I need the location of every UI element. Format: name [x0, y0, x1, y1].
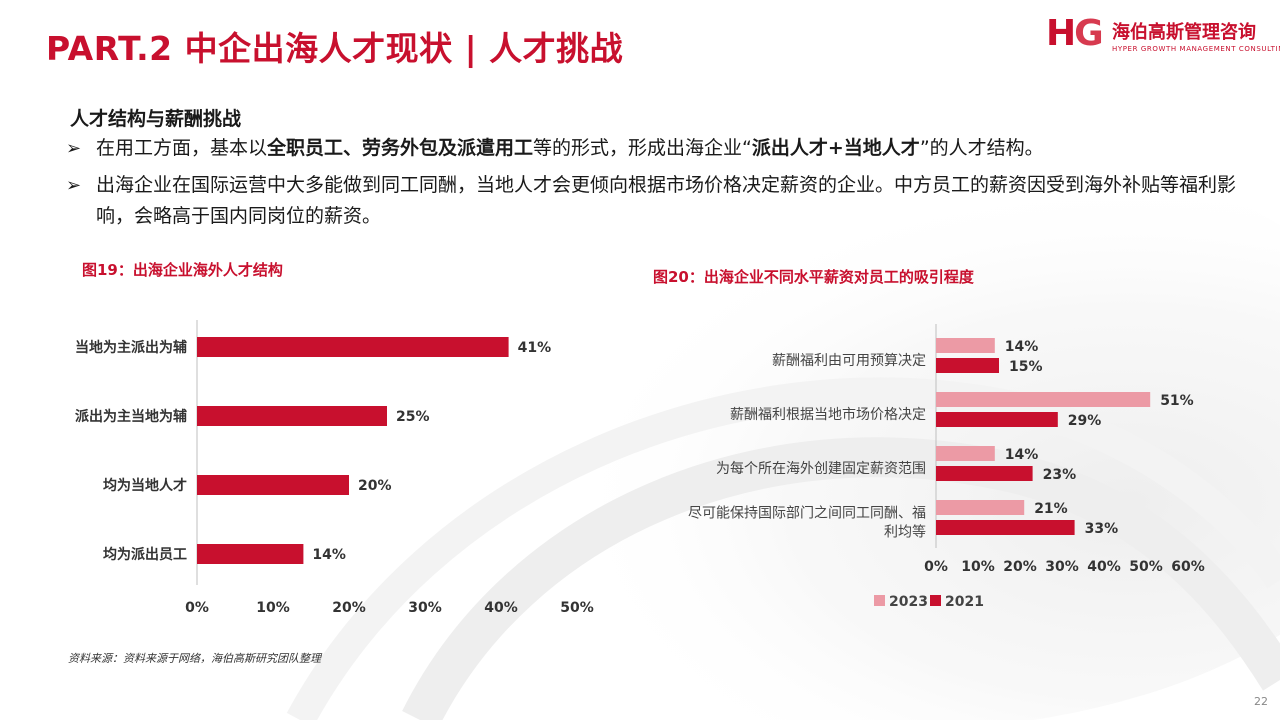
x-tick-label: 0% [185, 600, 209, 616]
company-logo: HG 海伯高斯管理咨询 HYPER GROWTH MANAGEMENT CONS… [1046, 13, 1280, 58]
x-tick-label: 10% [961, 559, 995, 575]
logo-mark: HG [1046, 13, 1104, 54]
x-tick-label: 40% [484, 600, 518, 616]
category-label: 派出为主当地为辅 [75, 408, 187, 425]
x-tick-label: 20% [332, 600, 366, 616]
category-label: 为每个所在海外创建固定薪资范围 [716, 460, 926, 477]
bar-2023 [936, 446, 995, 461]
logo-english-name: HYPER GROWTH MANAGEMENT CONSULTING [1112, 45, 1280, 53]
bar [197, 475, 349, 495]
category-label: 均为当地人才 [103, 477, 187, 494]
page-number: 22 [1254, 695, 1268, 708]
data-label: 25% [396, 409, 430, 425]
bullet-item-2: ➢ 出海企业在国际运营中大多能做到同工同酬，当地人才会更倾向根据市场价格决定薪资… [66, 170, 1236, 232]
bar [197, 337, 509, 357]
x-tick-label: 50% [1129, 559, 1163, 575]
logo-chinese-name: 海伯高斯管理咨询 [1112, 22, 1256, 43]
category-label: 薪酬福利由可用预算决定 [772, 353, 926, 369]
bar [197, 406, 387, 426]
data-label: 14% [312, 547, 346, 563]
legend-label: 2023 [889, 594, 928, 610]
data-label: 21% [1034, 501, 1068, 517]
x-tick-label: 30% [408, 600, 442, 616]
category-label: 当地为主派出为辅 [75, 339, 187, 356]
bar-2023 [936, 338, 995, 353]
data-label: 23% [1043, 467, 1077, 483]
data-label: 14% [1005, 447, 1039, 463]
data-label: 51% [1160, 393, 1194, 409]
figure-19-title: 图19：出海企业海外人才结构 [82, 261, 283, 279]
category-label: 利均等 [884, 524, 926, 541]
chart-salary-attraction: 薪酬福利由可用预算决定 14% 15% 薪酬福利根据当地市场价格决定 51% 29% 为每个… [688, 324, 1205, 610]
x-tick-label: 10% [256, 600, 290, 616]
figure-20-title: 图20：出海企业不同水平薪资对员工的吸引程度 [653, 268, 974, 286]
bar-2023 [936, 500, 1025, 515]
bar-2021 [936, 358, 999, 373]
bullet-item-1: ➢ 在用工方面，基本以全职员工、劳务外包及派遣用工等的形式，形成出海企业“派出人… [66, 133, 1236, 164]
bar [197, 544, 304, 564]
data-label: 29% [1068, 413, 1102, 429]
category-label: 薪酬福利根据当地市场价格决定 [730, 406, 926, 423]
bar-2021 [936, 466, 1033, 481]
arrow-bullet-icon: ➢ [66, 175, 82, 196]
x-tick-label: 50% [560, 600, 594, 616]
x-tick-label: 40% [1087, 559, 1121, 575]
legend-label: 2021 [945, 594, 984, 610]
section-heading: 人才结构与薪酬挑战 [70, 108, 242, 130]
x-tick-label: 0% [924, 559, 948, 575]
bullet-text-1: 在用工方面，基本以全职员工、劳务外包及派遣用工等的形式，形成出海企业“派出人才+… [96, 137, 1044, 159]
bar-2021 [936, 412, 1058, 427]
x-tick-label: 60% [1171, 559, 1205, 575]
source-note: 资料来源：资料来源于网络，海伯高斯研究团队整理 [68, 652, 321, 665]
x-tick-label: 20% [1003, 559, 1037, 575]
bar-2023 [936, 392, 1151, 407]
x-tick-label: 30% [1045, 559, 1079, 575]
category-label: 尽可能保持国际部门之间同工同酬、福 [688, 506, 926, 522]
page-title: PART.2 中企出海人才现状 | 人才挑战 [46, 29, 624, 68]
bar-2021 [936, 520, 1075, 535]
category-label: 均为派出员工 [103, 546, 187, 563]
data-label: 41% [518, 340, 552, 356]
data-label: 20% [358, 478, 392, 494]
data-label: 33% [1085, 521, 1119, 537]
legend-swatch-2023 [874, 595, 885, 606]
arrow-bullet-icon: ➢ [66, 138, 82, 159]
bullet-text-2: 出海企业在国际运营中大多能做到同工同酬，当地人才会更倾向根据市场价格决定薪资的企… [96, 174, 1237, 227]
legend-swatch-2021 [930, 595, 941, 606]
chart-overseas-talent-structure: 当地为主派出为辅 41% 派出为主当地为辅 25% 均为当地人才 20% 均为派出员工 14%… [75, 320, 594, 616]
data-label: 14% [1005, 339, 1039, 355]
data-label: 15% [1009, 359, 1043, 375]
